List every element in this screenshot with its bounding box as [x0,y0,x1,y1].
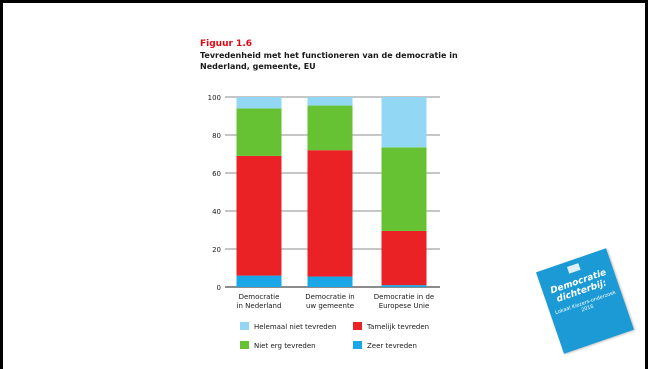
slide: Figuur 1.6 Tevredenheid met het function… [3,3,645,369]
bar-segment [381,147,427,231]
bar-segment [236,155,282,276]
figure-label: Figuur 1.6 [200,39,253,49]
y-tick-label: 60 [212,170,221,178]
bar-segment [381,230,427,286]
y-tick-label: 0 [217,284,221,292]
government-emblem-icon [566,263,581,274]
legend-swatch [240,322,249,330]
bar-segment [307,276,353,287]
bar-segment [381,97,427,148]
bar-segment [236,275,282,287]
y-tick-label: 100 [208,94,221,102]
figure-title: Tevredenheid met het functioneren van de… [200,51,458,71]
legend-label: Tamelijk tevreden [366,323,429,331]
bar-segment [307,105,353,151]
y-tick-label: 40 [212,208,221,216]
y-tick-label: 80 [212,132,221,140]
bar-segment [236,97,282,109]
x-category-label: Democratie in uw gemeente [305,293,354,310]
y-tick-label: 20 [212,246,221,254]
legend-swatch [240,341,249,349]
bar-segment [307,97,353,106]
stacked-bar-chart: 0 20 40 60 80 100 Democratie in Nederland Democr… [208,94,440,350]
bar-segment [381,285,427,287]
legend-swatch [353,322,362,330]
bar-segment [307,150,353,277]
bar-segment [236,108,282,156]
legend-swatch [353,341,362,349]
legend-label: Zeer tevreden [367,342,417,350]
legend-label: Niet erg tevreden [254,342,316,350]
x-category-label: Democratie in Nederland [237,293,282,310]
x-category-label: Democratie in de Europese Unie [374,293,434,310]
legend-label: Helemaal niet tevreden [254,323,336,331]
